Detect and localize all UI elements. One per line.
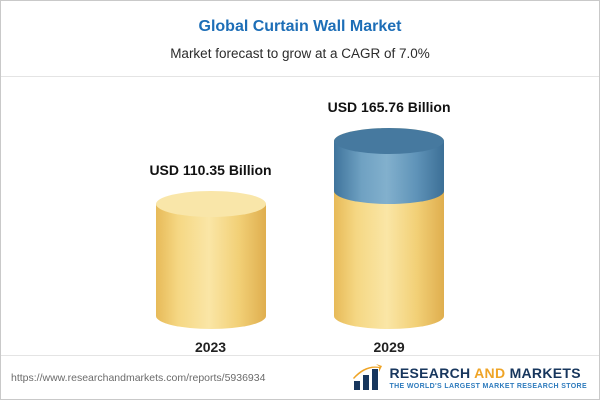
footer: https://www.researchandmarkets.com/repor… (1, 355, 599, 399)
report-url[interactable]: https://www.researchandmarkets.com/repor… (11, 371, 266, 384)
cylinder-2029-growth-segment (334, 128, 445, 204)
cylinder-2029-growth-top-ellipse (334, 128, 445, 154)
chart-title: Global Curtain Wall Market (198, 18, 402, 35)
cylinder-2029 (334, 128, 445, 329)
research-and-markets-logo-mark (353, 364, 383, 390)
research-and-markets-logo[interactable]: RESEARCH AND MARKETS THE WORLD'S LARGEST… (352, 364, 587, 391)
bar-group-2029: USD 165.76 Billion 2029 (328, 99, 451, 355)
value-label-2023: USD 110.35 Billion (149, 162, 272, 178)
bar-group-2023: USD 110.35 Billion 2023 (149, 162, 271, 355)
logo-word-research: RESEARCH (389, 364, 471, 381)
year-label-2029: 2029 (373, 339, 405, 355)
logo-tagline: THE WORLD'S LARGEST MARKET RESEARCH STOR… (389, 382, 587, 390)
logo-word-and: AND (474, 364, 506, 381)
logo-word-markets: MARKETS (509, 364, 581, 381)
cylinder-2023-body (155, 204, 266, 329)
header-divider (1, 76, 599, 77)
logo-text: RESEARCH AND MARKETS THE WORLD'S LARGEST… (389, 366, 587, 390)
cylinder-2023 (155, 191, 266, 329)
logo-wordmark: RESEARCH AND MARKETS (389, 366, 580, 380)
cylinder-2023-top-ellipse (155, 191, 266, 217)
chart-area: USD 110.35 Billion 2023 USD 165.76 Billi… (1, 93, 599, 355)
value-label-2029: USD 165.76 Billion (327, 99, 451, 115)
chart-subtitle: Market forecast to grow at a CAGR of 7.0… (170, 46, 430, 61)
chart-header: Global Curtain Wall Market Market foreca… (1, 1, 599, 77)
year-label-2023: 2023 (194, 339, 227, 355)
